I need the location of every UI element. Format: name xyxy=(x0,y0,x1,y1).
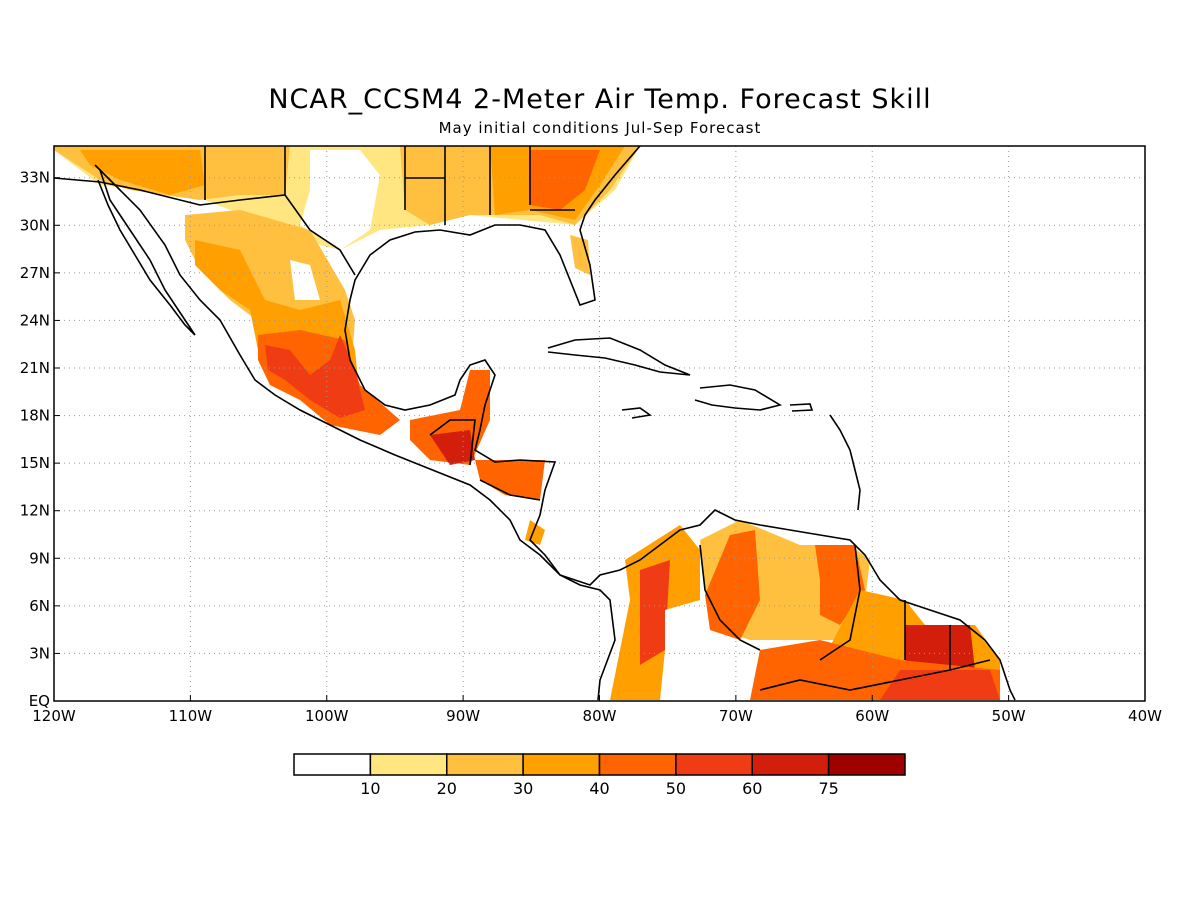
colorbar-label: 60 xyxy=(742,779,762,798)
shade-region-guatemala xyxy=(430,430,475,465)
shade-region-georgia xyxy=(530,150,600,210)
shade-region-colombia-coast xyxy=(640,560,670,665)
coastline-jamaica xyxy=(621,407,653,419)
x-tick-label: 70W xyxy=(719,707,753,725)
y-tick-label: 21N xyxy=(20,359,50,377)
y-tick-label: 18N xyxy=(20,407,50,425)
colorbar-label: 40 xyxy=(589,779,609,798)
coastline-baja xyxy=(97,169,196,336)
skill-shading xyxy=(54,146,1000,700)
x-tick-label: 120W xyxy=(32,707,76,725)
colorbar-swatch xyxy=(598,753,677,776)
lat-lon-grid xyxy=(54,146,1145,701)
shade-region-venezuela-hot xyxy=(705,530,760,640)
x-tick-label: 90W xyxy=(446,707,480,725)
colorbar-swatch xyxy=(675,753,753,776)
border-colombia-venezuela xyxy=(699,544,761,651)
coastline-lesser-antilles xyxy=(829,414,861,511)
y-tick-label: 15N xyxy=(20,454,50,472)
colorbar-label: 30 xyxy=(513,779,533,798)
colorbar-swatch xyxy=(446,753,524,776)
y-tick-label: 12N xyxy=(20,502,50,520)
colorbar-label: 10 xyxy=(360,779,380,798)
border-guatemala xyxy=(429,419,476,466)
border-honduras-nicaragua xyxy=(479,479,541,501)
shade-gap-colombia xyxy=(660,600,705,700)
x-tick-label: 110W xyxy=(169,707,213,725)
shade-region-brazil-hot xyxy=(880,670,1000,700)
colorbar-swatch xyxy=(369,753,448,776)
shade-region-arizona xyxy=(80,150,205,195)
colorbar-swatch xyxy=(751,753,830,776)
colorbar-swatch xyxy=(293,753,372,776)
border-us-mexico xyxy=(54,177,356,276)
x-tick-label: 80W xyxy=(583,707,617,725)
border-venezuela-guyana xyxy=(819,544,861,661)
y-axis: EQ 3N 6N 9N 12N 15N 18N 21N 24N 27N 30N 33N xyxy=(20,169,60,710)
colorbar-label: 20 xyxy=(437,779,457,798)
y-tick-label: 3N xyxy=(29,644,50,662)
map-subtitle: May initial conditions Jul-Sep Forecast xyxy=(438,119,762,137)
border-brazil-north xyxy=(759,659,991,691)
x-tick-label: 60W xyxy=(855,707,889,725)
coastlines xyxy=(54,146,1016,701)
coastline-hispaniola xyxy=(694,384,783,411)
y-tick-label: 24N xyxy=(20,311,50,329)
y-tick-label: 9N xyxy=(29,549,50,567)
coastline-gulf-mexico-east xyxy=(344,146,1016,701)
shade-region-mexico-core xyxy=(265,335,365,418)
x-tick-label: 50W xyxy=(992,707,1026,725)
y-tick-label: 27N xyxy=(20,264,50,282)
y-tick-label: EQ xyxy=(29,692,50,710)
y-tick-label: 30N xyxy=(20,216,50,234)
colorbar: 10 20 30 40 50 60 75 xyxy=(293,753,906,798)
coastline-cuba xyxy=(547,337,691,376)
colorbar-label: 50 xyxy=(666,779,686,798)
x-tick-label: 40W xyxy=(1128,707,1162,725)
colorbar-label: 75 xyxy=(818,779,838,798)
shade-region-nicaragua xyxy=(525,520,545,545)
coastline-pacific xyxy=(94,164,616,701)
colorbar-swatch xyxy=(827,753,906,776)
y-tick-label: 33N xyxy=(20,169,50,187)
x-axis: 120W 110W 100W 90W 80W 70W 60W 50W 40W xyxy=(32,695,1162,725)
map-title: NCAR_CCSM4 2-Meter Air Temp. Forecast Sk… xyxy=(268,84,932,115)
x-tick-label: 100W xyxy=(305,707,349,725)
shade-gap-texas xyxy=(290,260,320,300)
y-tick-label: 6N xyxy=(29,597,50,615)
coastline-puerto-rico xyxy=(789,403,814,412)
shade-region-honduras xyxy=(475,460,545,500)
colorbar-swatch xyxy=(522,753,601,776)
